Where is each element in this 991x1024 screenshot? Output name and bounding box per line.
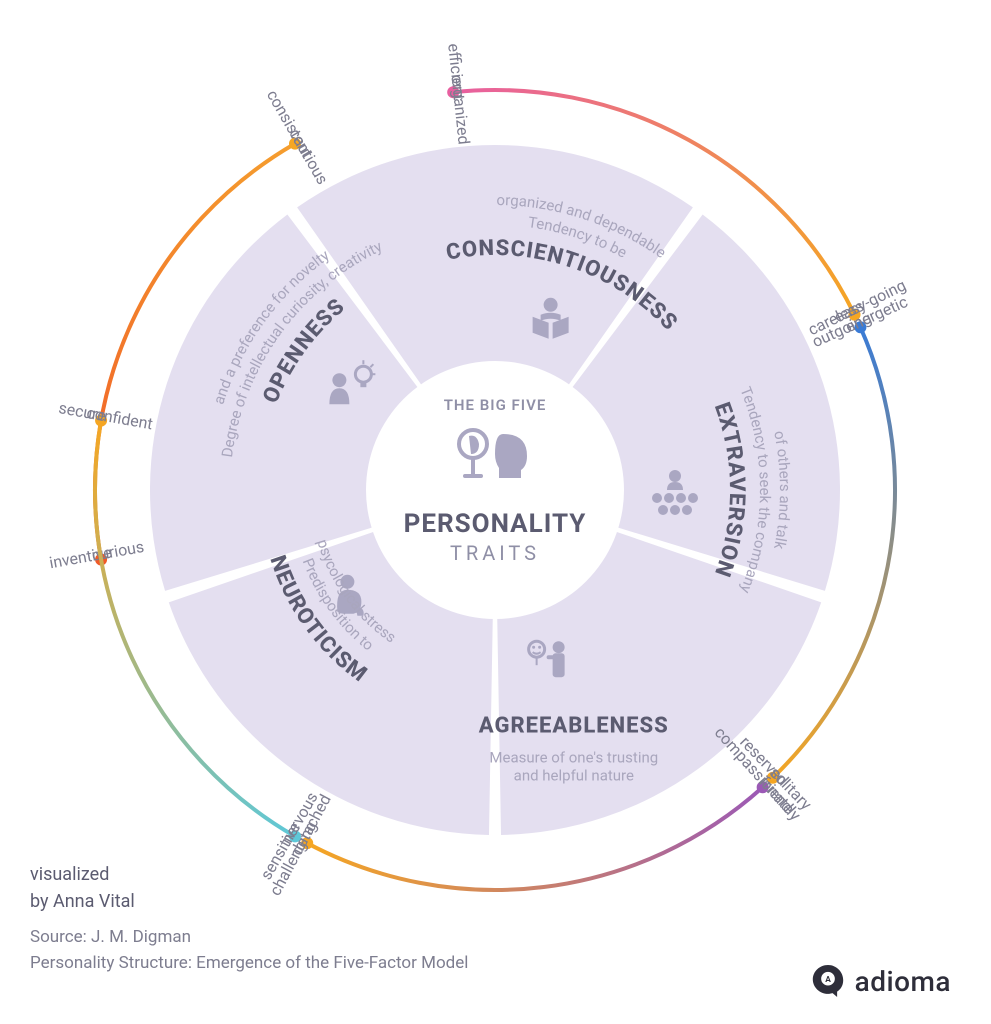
agreeableness-desc: Measure of one's trustingand helpful nat… bbox=[489, 749, 658, 785]
visualized-label: visualized bbox=[30, 861, 468, 888]
neuroticism-label-end-outer: secure bbox=[57, 398, 107, 425]
adioma-logo-text: adioma bbox=[855, 965, 951, 998]
center-subtitle: TRAITS bbox=[450, 541, 540, 565]
adioma-logo-icon: A bbox=[809, 962, 847, 1000]
openness-label-end-outer: consistent bbox=[263, 86, 317, 160]
source-line1: Source: J. M. Digman bbox=[30, 925, 468, 951]
adioma-logo: A adioma bbox=[809, 962, 951, 1000]
center-top-label: THE BIG FIVE bbox=[444, 396, 547, 414]
credits-block: visualized by Anna Vital Source: J. M. D… bbox=[30, 861, 468, 976]
author-label: by Anna Vital bbox=[30, 888, 468, 915]
svg-text:A: A bbox=[825, 975, 831, 985]
agreeableness-title: AGREEABLENESS bbox=[479, 714, 669, 739]
source-line2: Personality Structure: Emergence of the … bbox=[30, 951, 468, 977]
center-title: PERSONALITY bbox=[404, 509, 587, 539]
